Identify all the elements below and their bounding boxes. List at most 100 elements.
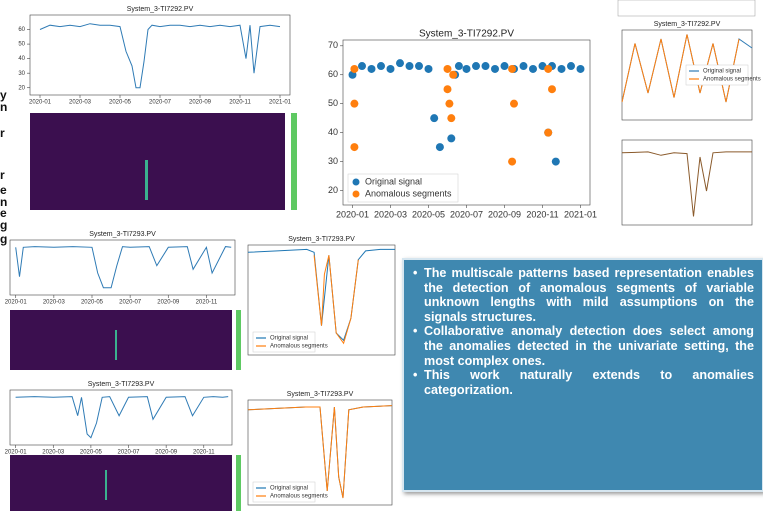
point: [508, 157, 517, 166]
point: [548, 85, 556, 94]
legend-label: Original signal: [270, 486, 308, 492]
x-tick-label: 2020-07: [118, 450, 141, 456]
legend: [252, 481, 316, 503]
point: [454, 62, 463, 71]
point: [449, 70, 458, 79]
x-tick-label: 2020-01: [336, 209, 369, 219]
text-fragment: n: [0, 100, 8, 114]
y-tick-label: 70: [328, 40, 338, 50]
point: [445, 99, 454, 108]
chart: System_3-TI7293.PV Original signal Anomalo…: [247, 236, 396, 356]
legend-marker: [352, 178, 360, 186]
point: [443, 85, 452, 94]
point: [377, 62, 385, 71]
legend-label: Original signal: [365, 176, 422, 186]
point: [430, 114, 439, 123]
point: [529, 64, 537, 73]
x-tick-label: 2020-01: [5, 300, 28, 306]
colorbar: [236, 455, 241, 511]
x-tick-label: 2020-09: [155, 450, 178, 456]
y-tick-label: 20: [328, 185, 338, 195]
point: [491, 64, 499, 73]
point: [396, 59, 404, 68]
colorbar: [236, 310, 241, 370]
x-tick-label: 2020-03: [374, 209, 407, 219]
x-tick-label: 2020-11: [526, 209, 558, 219]
y-tick-label: 40: [328, 127, 338, 137]
legend-marker: [352, 190, 360, 198]
line: [621, 151, 752, 217]
point: [386, 64, 395, 73]
text-fragment: e: [0, 183, 7, 197]
point: [367, 64, 376, 73]
point: [447, 114, 456, 123]
chart-title: System_3-TI7292.PV: [419, 29, 514, 40]
point: [358, 62, 366, 71]
chart: System_3-TI7292.PV 20 30 40 50 60 70 2020-01 202…: [328, 29, 597, 220]
legend-label: Anomalous segments: [365, 188, 452, 198]
line: [39, 23, 281, 89]
heatmap: [30, 113, 285, 210]
text-fragment: r: [0, 126, 5, 140]
line: [247, 405, 393, 499]
x-tick-label: 2020-05: [412, 209, 445, 219]
x-tick-label: 2020-09: [488, 209, 521, 219]
y-tick-label: 60: [328, 69, 338, 79]
y-tick-label: 30: [328, 156, 338, 166]
heatmaps: [10, 0, 756, 511]
point: [405, 62, 414, 71]
chart-title: System_3-TI7293.PV: [89, 231, 156, 238]
text-fragment: y: [0, 88, 7, 102]
y-tick-label: 50: [18, 42, 25, 48]
x-tick-label: 2020-03: [43, 300, 66, 306]
chart: [621, 139, 753, 226]
point: [424, 64, 433, 73]
x-tick-label: 2020-05: [80, 450, 103, 456]
legend: [347, 173, 459, 203]
cropped-panel: [617, 0, 756, 17]
point: [544, 128, 553, 137]
legend: [252, 331, 316, 353]
bullet: This work naturally extends to anomalies…: [413, 368, 754, 397]
chart: System_3-TI7292.PV 20 30 40 50 60 2020-01 2020-…: [18, 6, 291, 106]
chart-title: System_3-TI7292.PV: [654, 21, 721, 28]
point: [557, 64, 566, 73]
text-fragment: g: [0, 232, 8, 246]
point: [462, 64, 471, 73]
y-tick-label: 30: [18, 71, 25, 77]
chart-title: System_3-TI7293.PV: [287, 391, 354, 398]
point: [544, 64, 553, 73]
x-tick-label: 2021-01: [564, 209, 597, 219]
point: [350, 64, 359, 73]
point: [519, 62, 528, 71]
point: [350, 99, 359, 108]
chart: System_3-TI7293.PV 2020-01 2020-03 2020-05 2…: [5, 231, 236, 306]
x-tick-label: 2020-01: [5, 450, 28, 456]
point: [567, 62, 575, 71]
x-tick-label: 2020-09: [157, 300, 180, 306]
x-tick-label: 2020-07: [119, 300, 142, 306]
summary-box: The multiscale patterns based representa…: [402, 258, 763, 492]
y-tick-label: 20: [18, 85, 25, 91]
chart-title: System_3-TI7292.PV: [127, 6, 194, 13]
point: [508, 64, 517, 73]
legend-label: Anomalous segments: [703, 77, 761, 83]
heatmap-streak: [105, 470, 107, 500]
text-fragment: r: [0, 168, 5, 182]
legend-label: Anomalous segments: [270, 494, 328, 500]
x-tick-label: 2020-07: [450, 209, 483, 219]
plot-area: [621, 139, 753, 226]
point: [510, 99, 518, 108]
point: [350, 143, 359, 152]
plot-area: [9, 239, 236, 296]
y-tick-label: 60: [18, 27, 25, 33]
heatmap-streak: [115, 330, 117, 360]
x-tick-label: 2020-05: [81, 300, 104, 306]
text-fragment: n: [0, 195, 8, 209]
chart: System_3-TI7292.PV Original signal Anomalo…: [621, 21, 761, 121]
x-tick-label: 2020-11: [196, 300, 218, 306]
line: [313, 255, 359, 345]
text-fragment: g: [0, 218, 8, 232]
heatmap: [10, 455, 232, 511]
